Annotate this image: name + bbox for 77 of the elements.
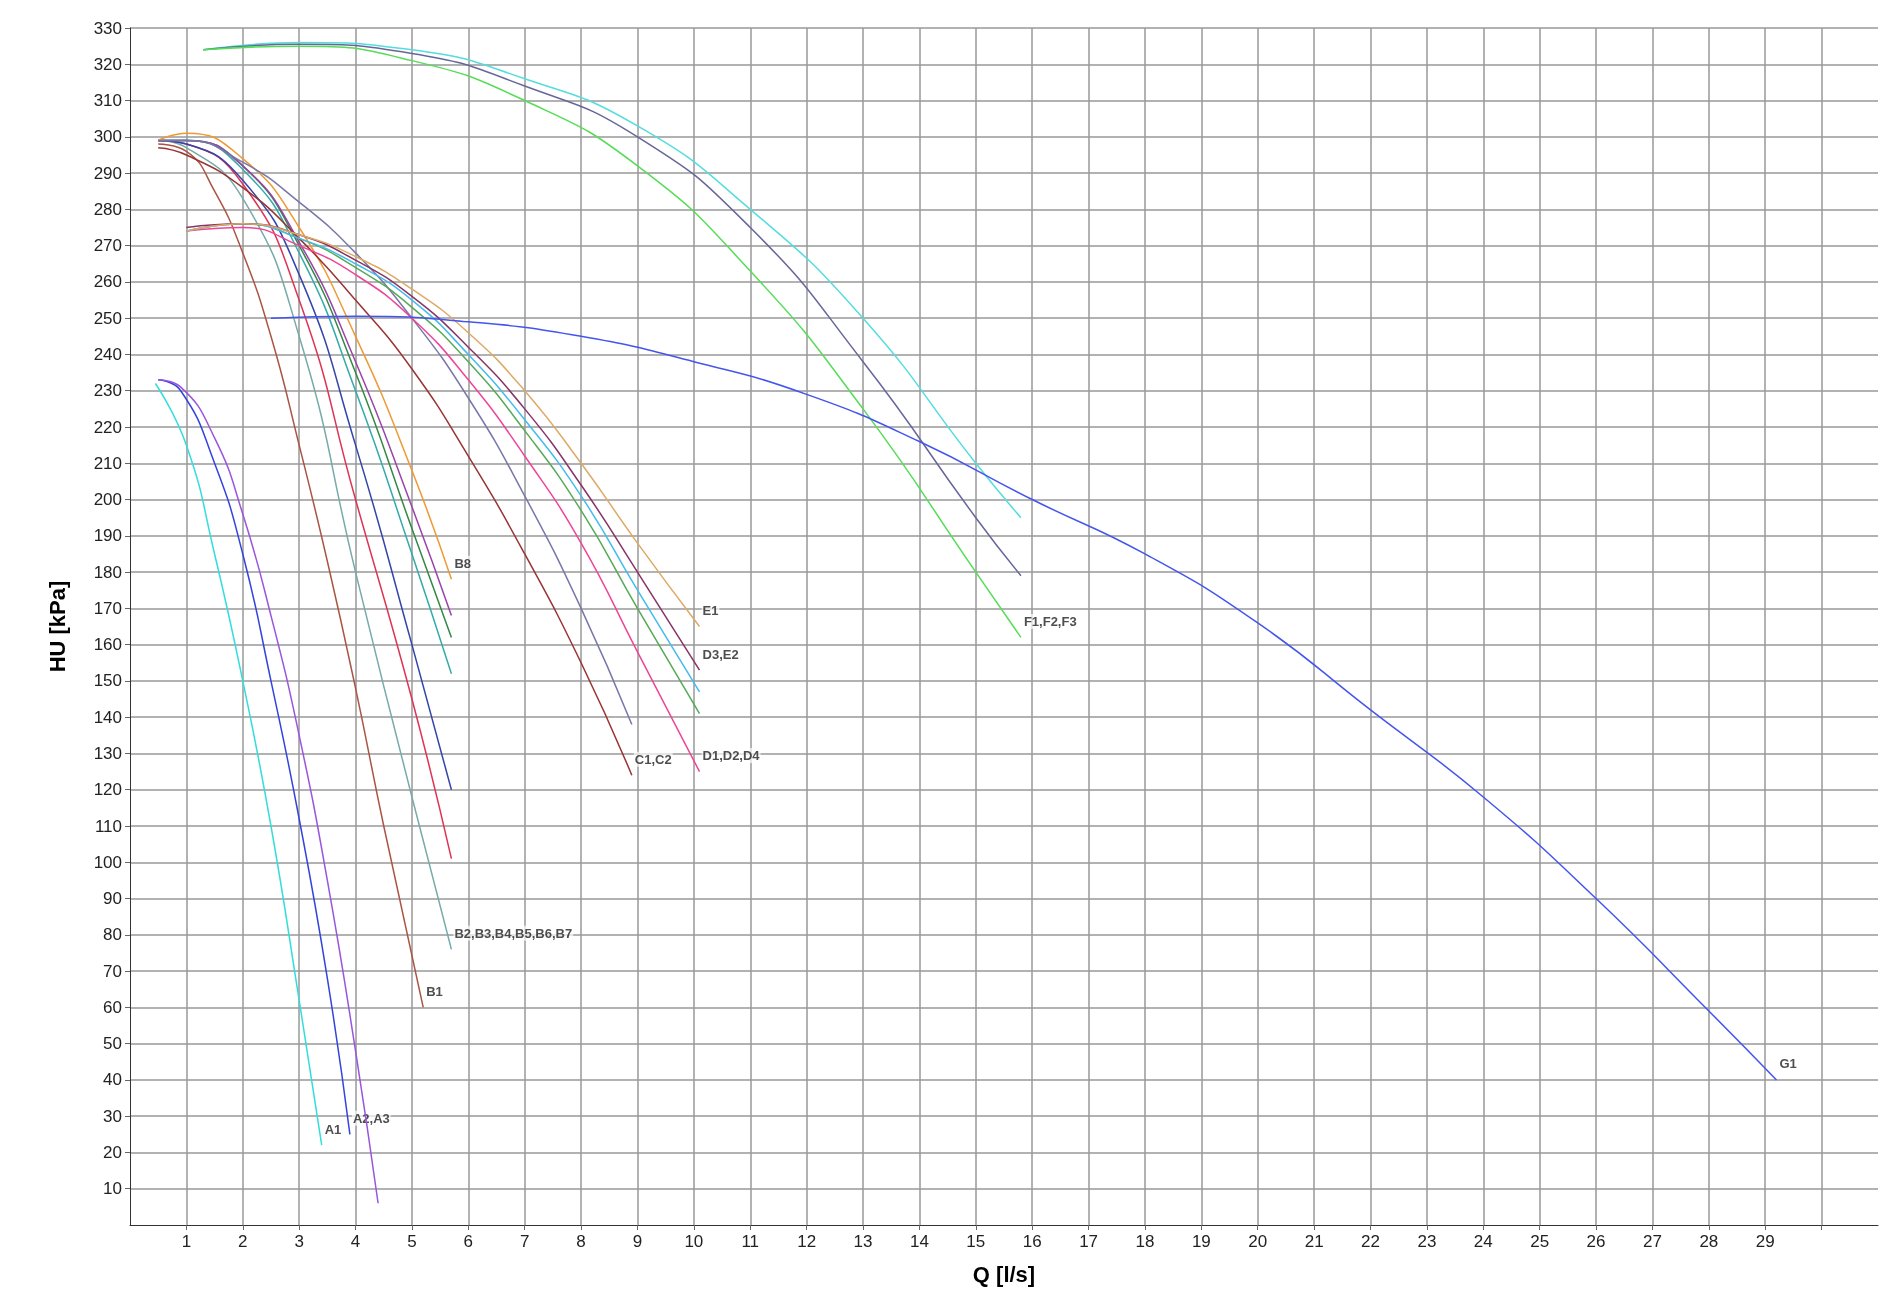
y-tick-label: 20 — [103, 1142, 122, 1162]
annotation: A1 — [324, 1121, 342, 1137]
y-tick-label: 30 — [103, 1106, 122, 1126]
y-tick-label: 320 — [93, 54, 122, 74]
annotation: F1,F2,F3 — [1023, 613, 1077, 629]
x-tick-label: 9 — [632, 1232, 643, 1251]
x-tick-label: 2 — [238, 1232, 248, 1251]
x-tick-label: 19 — [1191, 1232, 1211, 1251]
annotation: G1 — [1779, 1056, 1797, 1072]
y-tick-label: 260 — [93, 272, 122, 292]
y-tick-label: 300 — [93, 127, 122, 147]
x-tick-label: 10 — [684, 1232, 704, 1251]
x-tick-label: 11 — [741, 1232, 760, 1251]
x-tick-label: 8 — [576, 1232, 586, 1251]
y-tick-label: 280 — [93, 199, 122, 219]
x-tick-label: 6 — [463, 1232, 474, 1251]
y-tick-label: 220 — [93, 417, 122, 437]
y-tick-label: 10 — [103, 1179, 122, 1199]
annotation: E1 — [702, 603, 719, 618]
annotation: D1,D2,D4 — [702, 748, 761, 764]
y-tick-label: 110 — [94, 816, 122, 836]
annotation: B8 — [454, 555, 472, 571]
x-tick-label: 4 — [350, 1232, 361, 1251]
line-series — [157, 143, 424, 1009]
y-tick-label: 170 — [93, 598, 122, 618]
x-tick-label: 7 — [519, 1232, 530, 1251]
y-tick-label: 100 — [93, 852, 122, 872]
y-tick-label: 40 — [103, 1070, 122, 1090]
y-tick-label: 80 — [103, 925, 122, 945]
y-tick-label: 240 — [93, 344, 122, 364]
x-tick-label: 13 — [853, 1232, 873, 1251]
annotation: D3,E2 — [702, 646, 739, 662]
annotation: B2,B3,B4,B5,B6,B7 — [454, 925, 573, 941]
y-tick-label: 310 — [93, 91, 122, 111]
x-tick-label: 23 — [1417, 1232, 1437, 1251]
x-tick-label: 26 — [1586, 1232, 1606, 1251]
y-tick-label: 70 — [103, 961, 122, 981]
y-tick-label: 90 — [103, 889, 122, 909]
line-series — [154, 382, 323, 1146]
y-tick-label: 120 — [93, 780, 122, 800]
y-tick-label: 160 — [93, 635, 122, 655]
y-tick-label: 200 — [93, 490, 122, 510]
annotation: B1 — [426, 983, 443, 999]
x-tick-label: 27 — [1642, 1232, 1662, 1251]
y-tick-label: 130 — [93, 743, 122, 763]
y-axis-title: HU [kPa] — [44, 580, 70, 673]
y-tick-label: 290 — [93, 163, 122, 183]
x-tick-label: 1 — [181, 1232, 192, 1251]
y-tick-label: 50 — [103, 1034, 122, 1054]
x-tick-label: 14 — [909, 1232, 929, 1251]
y-tick-label: 270 — [93, 236, 122, 256]
y-tick-label: 230 — [93, 381, 122, 401]
x-tick-label: 17 — [1079, 1232, 1099, 1251]
x-tick-label: 20 — [1248, 1232, 1268, 1251]
x-tick-label: 22 — [1361, 1232, 1380, 1251]
x-tick-label: 3 — [294, 1232, 304, 1251]
y-tick-label: 330 — [93, 18, 122, 38]
y-tick-label: 210 — [93, 453, 122, 473]
x-tick-label: 16 — [1022, 1232, 1042, 1251]
x-tick-label: 25 — [1530, 1232, 1550, 1251]
x-tick-label: 15 — [966, 1232, 986, 1251]
x-tick-label: 24 — [1473, 1232, 1493, 1251]
y-tick-label: 250 — [93, 308, 122, 328]
x-tick-label: 12 — [797, 1232, 817, 1251]
annotation: C1,C2 — [634, 751, 672, 767]
x-tick-label: 28 — [1699, 1232, 1719, 1251]
x-tick-label: 18 — [1135, 1232, 1155, 1251]
y-tick-label: 150 — [93, 671, 122, 691]
line-series — [270, 315, 1778, 1081]
x-tick-label: 21 — [1304, 1232, 1324, 1251]
x-tick-label: 29 — [1755, 1232, 1775, 1251]
y-tick-label: 180 — [93, 562, 122, 582]
x-tick-label: 5 — [407, 1232, 417, 1251]
x-axis-title: Q [l/s] — [972, 1261, 1036, 1287]
y-tick-label: 60 — [103, 997, 122, 1017]
y-tick-label: 190 — [93, 526, 122, 546]
y-tick-label: 140 — [93, 707, 122, 727]
